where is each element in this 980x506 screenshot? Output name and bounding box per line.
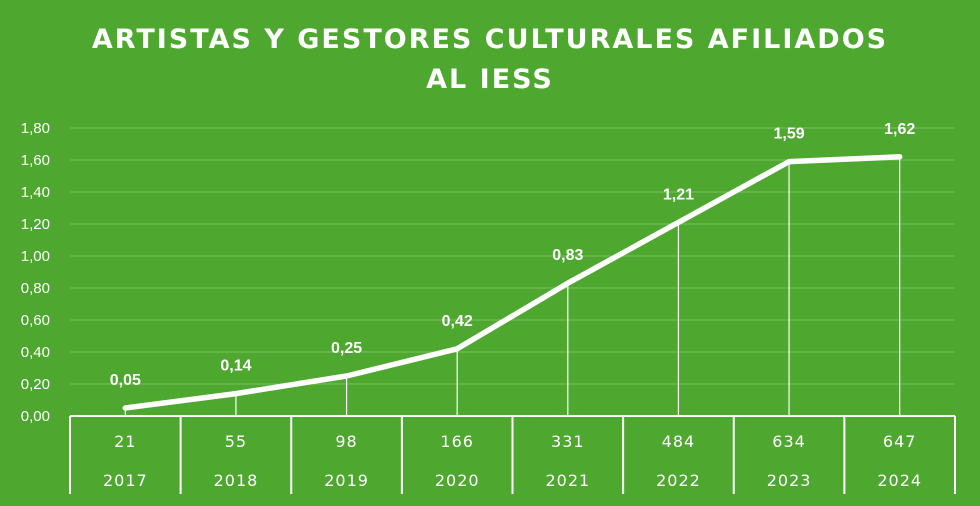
drop-lines: [124, 156, 901, 416]
data-label: 0,25: [331, 340, 362, 357]
y-tick-label: 0,20: [21, 376, 50, 393]
x-tick-label-year: 2023: [767, 471, 812, 490]
x-tick-label-year: 2022: [656, 471, 701, 490]
table-cell-count: 55: [225, 432, 247, 451]
data-table: 21 55 98 166 331 484 634 647 2017 2018 2019 2020 202…: [69, 415, 956, 494]
x-tick-label-year: 2018: [214, 471, 259, 490]
data-label: 1,21: [663, 186, 694, 203]
series-line-group: [122, 154, 903, 411]
x-tick-label-year: 2020: [435, 471, 480, 490]
y-tick-label: 0,60: [21, 312, 50, 329]
table-cell-count: 331: [551, 432, 585, 451]
data-label: 0,14: [220, 358, 251, 375]
chart-title-line-2: AL IESS: [426, 64, 554, 95]
y-tick-label: 0,40: [21, 344, 50, 361]
table-cell-count: 484: [662, 432, 696, 451]
x-tick-label-year: 2019: [324, 471, 369, 490]
y-tick-label: 1,80: [21, 120, 50, 137]
table-cell-count: 98: [335, 432, 357, 451]
data-label: 0,83: [552, 247, 583, 264]
gridlines: [70, 127, 955, 385]
y-axis-ticks: 0,00 0,20 0,40 0,60 0,80 1,00 1,20 1,40 1,60 1,80: [21, 120, 50, 425]
y-tick-label: 1,60: [21, 152, 50, 169]
table-cell-count: 166: [440, 432, 474, 451]
y-tick-label: 0,00: [21, 408, 50, 425]
table-cell-count: 647: [883, 432, 917, 451]
x-tick-label-year: 2024: [877, 471, 922, 490]
chart-title-line-1: ARTISTAS Y GESTORES CULTURALES AFILIADOS: [92, 24, 888, 55]
table-cell-count: 21: [114, 432, 136, 451]
y-tick-label: 1,20: [21, 216, 50, 233]
data-label: 0,42: [442, 313, 473, 330]
x-tick-label-year: 2021: [545, 471, 590, 490]
data-label: 1,62: [884, 121, 915, 138]
table-cell-count: 634: [772, 432, 806, 451]
data-label: 0,05: [110, 372, 141, 389]
data-label: 1,59: [773, 126, 804, 143]
y-tick-label: 1,00: [21, 248, 50, 265]
y-tick-label: 1,40: [21, 184, 50, 201]
data-labels: 0,05 0,14 0,25 0,42 0,83 1,21 1,59 1,62: [110, 121, 916, 389]
y-tick-label: 0,80: [21, 280, 50, 297]
series-line: [122, 154, 903, 411]
x-tick-label-year: 2017: [103, 471, 148, 490]
